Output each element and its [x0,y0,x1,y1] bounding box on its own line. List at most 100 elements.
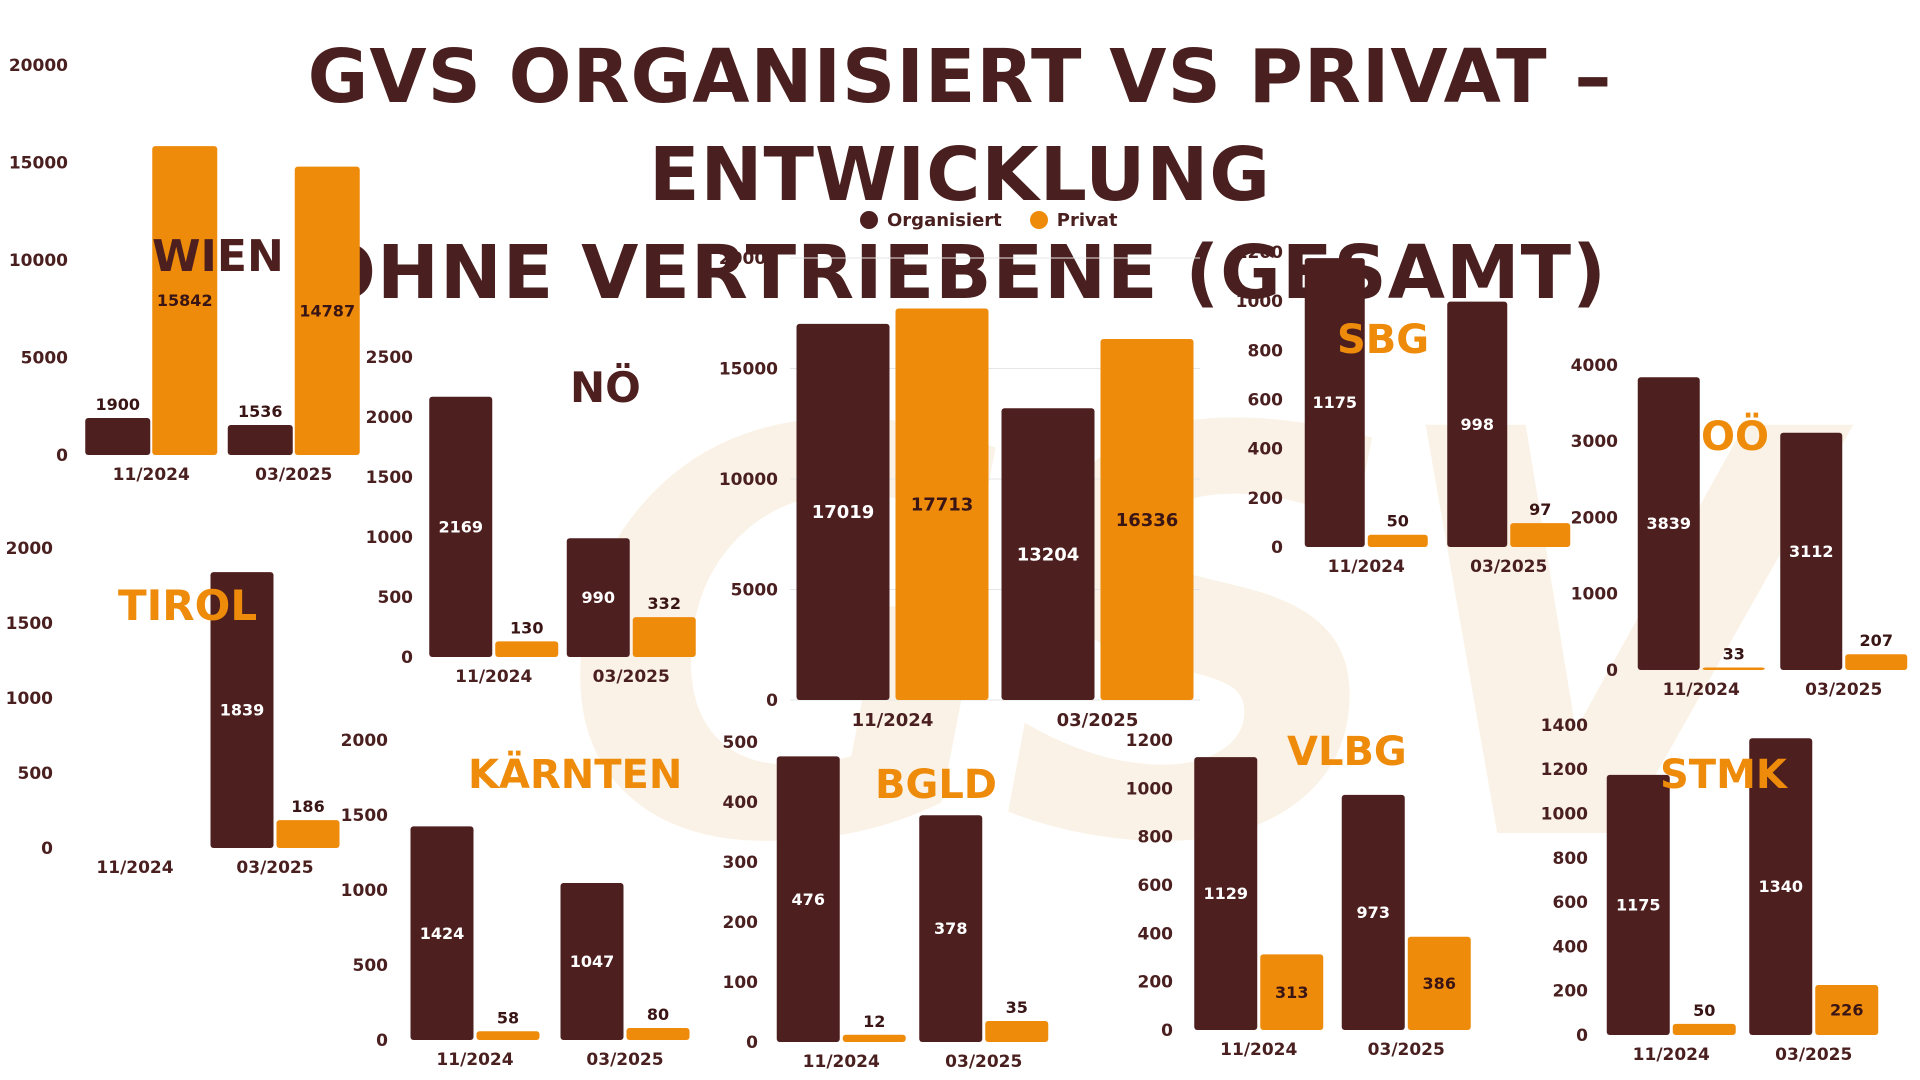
chart-svg-vlbg: 0 200 400 600 800 1000 1200 1129 313 11/2024 973 38… [1126,731,1471,1060]
y-tick-label: 0 [1161,1021,1173,1041]
x-category-label: 03/2025 [1057,710,1139,731]
bar-organisiert-0 [1606,774,1670,1035]
y-tick-label: 1200 [1541,760,1588,780]
bar-organisiert-0 [85,417,151,455]
data-label: 998 [1461,415,1494,434]
data-label: 378 [934,919,967,938]
data-label: 1839 [220,701,265,720]
y-tick-label: 15000 [719,359,778,379]
x-category-label: 03/2025 [1805,680,1882,700]
y-tick-label: 600 [1138,876,1174,896]
y-tick-label: 200 [723,913,759,933]
bar-privat-1 [985,1021,1049,1042]
y-tick-label: 800 [1138,828,1174,848]
bar-privat-1 [1845,654,1908,670]
chart-svg-stmk: 0 200 400 600 800 1000 1200 1400 1175 50 11/2024 13… [1541,716,1879,1065]
data-label: 973 [1357,903,1390,922]
legend-swatch-organisiert [860,211,878,229]
data-label: 332 [648,594,681,613]
bar-privat-1 [1100,338,1194,700]
bar-organisiert-0 [1194,757,1258,1030]
bar-organisiert-0 [776,756,840,1042]
bar-privat-0 [476,1031,540,1040]
chart-title-kaernten: KÄRNTEN [468,752,683,798]
y-tick-label: 0 [746,1033,758,1053]
chart-bgld: 0 100 200 300 400 500 476 12 11/2024 378 35 03/2025… [723,730,1070,1075]
bar-organisiert-0 [796,323,890,700]
chart-svg-kaernten: 0 500 1000 1500 2000 1424 58 11/2024 1047 80 03/20… [341,731,690,1070]
bar-privat-1 [1407,936,1471,1030]
bar-organisiert-1 [566,538,630,657]
y-tick-label: 0 [376,1031,388,1051]
data-label: 226 [1830,1001,1863,1020]
x-category-label: 11/2024 [96,858,173,878]
y-tick-label: 10000 [719,470,778,490]
chart-svg-sbg: 0 200 400 600 800 1000 1200 1175 50 11/2024 998 97 0… [1236,243,1571,577]
page-title: GVS ORGANISIERT VS PRIVAT – ENTWICKLUNG … [0,28,1920,322]
y-tick-label: 600 [1248,390,1284,410]
bar-organisiert-0 [1304,258,1365,547]
y-tick-label: 2000 [6,539,53,559]
x-category-label: 03/2025 [945,1052,1022,1072]
data-label: 130 [510,618,543,637]
chart-title-wien: WIEN [152,231,284,282]
y-tick-label: 200 [1553,982,1589,1002]
chart-sbg: 0 200 400 600 800 1000 1200 1175 50 11/2024 998 97 0… [1236,240,1585,580]
bar-organisiert-1 [227,425,293,455]
data-label: 35 [1006,998,1028,1017]
chart-kaernten: 0 500 1000 1500 2000 1424 58 11/2024 1047 80 03/20… [341,730,710,1075]
y-tick-label: 2000 [341,731,388,751]
data-label: 50 [1387,512,1409,531]
y-tick-label: 1000 [1541,805,1588,825]
y-tick-label: 500 [378,588,414,608]
chart-svg-bgld: 0 100 200 300 400 500 476 12 11/2024 378 35 03/2025 [723,733,1049,1072]
y-tick-label: 400 [723,793,759,813]
bar-organisiert-1 [560,882,624,1040]
y-tick-label: 300 [723,853,759,873]
bar-organisiert-1 [210,572,274,848]
y-tick-label: 500 [353,956,389,976]
bar-privat-0 [495,641,559,657]
data-label: 1900 [95,395,140,414]
legend-label-privat: Privat [1056,209,1118,231]
data-label: 58 [497,1008,519,1027]
data-label: 97 [1529,500,1551,519]
bar-organisiert-1 [1341,794,1405,1030]
y-tick-label: 500 [18,764,54,784]
data-label: 80 [647,1005,669,1024]
chart-vlbg: 0 200 400 600 800 1000 1200 1129 313 11/2024 973 38… [1126,725,1485,1075]
y-tick-label: 0 [401,648,413,668]
bar-privat-1 [632,617,696,657]
chart-ooe: 0 1000 2000 3000 4000 3839 33 11/2024 3112 207 03/… [1571,355,1920,715]
data-label: 3839 [1646,514,1691,533]
bar-privat-0 [152,146,218,455]
bar-privat-1 [276,820,340,848]
y-tick-label: 2000 [366,408,413,428]
y-tick-label: 1200 [1236,243,1283,263]
x-category-label: 03/2025 [255,465,332,485]
x-category-label: 03/2025 [593,667,670,687]
bar-organisiert-0 [429,396,493,657]
y-tick-label: 3000 [1571,432,1618,452]
y-tick-label: 4000 [1571,356,1618,376]
data-label: 12 [863,1012,885,1031]
data-label: 1340 [1758,877,1803,896]
chart-title-stmk: STMK [1660,752,1787,798]
bar-privat-0 [1702,667,1765,670]
data-label: 3112 [1789,542,1834,561]
chart-svg-ooe: 0 1000 2000 3000 4000 3839 33 11/2024 3112 207 03/… [1571,356,1908,700]
x-category-label: 11/2024 [1633,1045,1710,1065]
y-tick-label: 5000 [731,580,778,600]
data-label: 1424 [420,924,465,943]
data-label: 14787 [299,301,355,320]
y-tick-label: 100 [723,973,759,993]
x-category-label: 03/2025 [1368,1040,1445,1060]
x-category-label: 03/2025 [236,858,313,878]
chart-title-bgld: BGLD [875,762,998,808]
legend-item-organisiert: Organisiert [860,210,1002,231]
x-category-label: 11/2024 [1663,680,1740,700]
chart-title-noe: NÖ [570,363,641,412]
y-tick-label: 800 [1553,849,1589,869]
bar-organisiert-0 [1637,377,1700,670]
data-label: 476 [792,890,825,909]
